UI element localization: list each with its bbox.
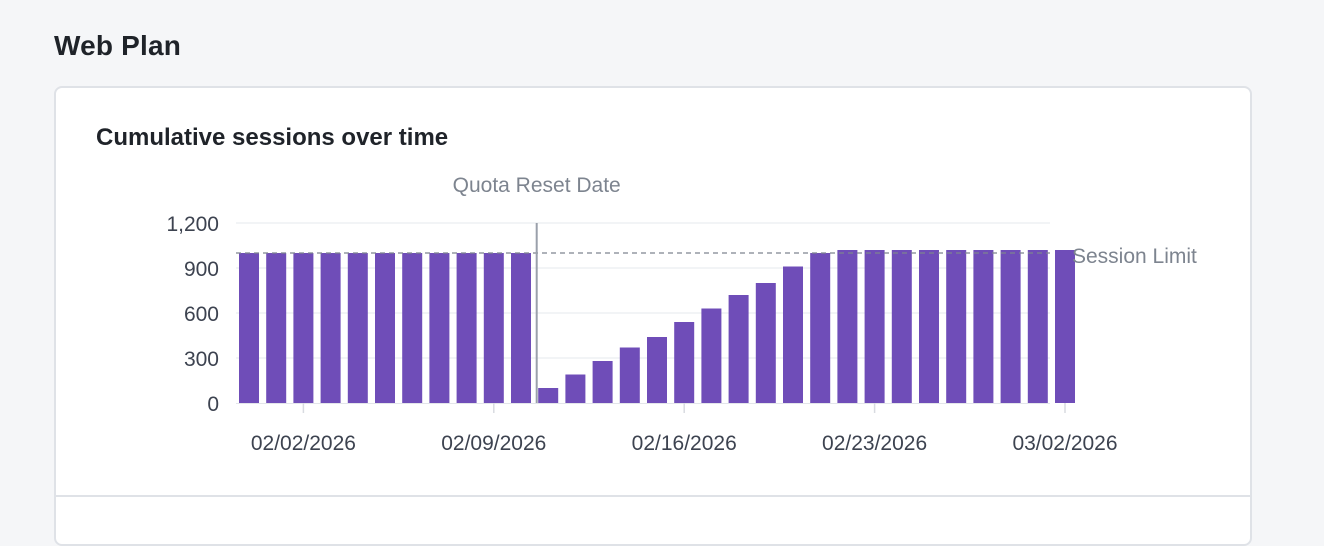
bar	[592, 361, 613, 403]
bar	[701, 308, 722, 403]
y-tick-label: 900	[184, 258, 219, 281]
y-tick-label: 300	[184, 348, 219, 371]
axes: 0 300 600 900 1,200 02/02/2026 02/09/2026 02/16…	[166, 213, 1117, 455]
bar	[347, 253, 368, 403]
x-tick-label: 02/02/2026	[251, 432, 356, 455]
bar	[619, 347, 640, 403]
bar	[946, 250, 967, 403]
bar	[239, 253, 259, 403]
bar	[266, 253, 287, 403]
grid-lines	[236, 222, 1050, 359]
bar	[810, 253, 831, 403]
bar	[864, 250, 885, 403]
bar	[320, 253, 341, 403]
bar	[1055, 250, 1075, 403]
bar	[429, 253, 450, 403]
bar	[293, 253, 314, 403]
bar	[565, 374, 586, 403]
x-tick-label: 03/02/2026	[1012, 432, 1117, 455]
bar	[1027, 250, 1048, 403]
chart-title: Cumulative sessions over time	[96, 124, 449, 151]
bar	[511, 253, 531, 403]
bar	[891, 250, 912, 403]
bar	[538, 388, 559, 403]
y-tick-label: 1,200	[166, 213, 219, 236]
bars	[239, 250, 1075, 403]
page-title: Web Plan	[54, 30, 182, 61]
bar	[375, 253, 395, 403]
bar	[919, 250, 939, 403]
bar	[755, 283, 776, 403]
y-tick-label: 600	[184, 303, 219, 326]
card-divider	[56, 495, 1250, 497]
bar	[783, 266, 803, 403]
bar	[837, 250, 858, 403]
bar	[456, 253, 477, 403]
bar	[674, 322, 695, 403]
quota-reset-label: Quota Reset Date	[453, 174, 621, 197]
reference-lines: Session Limit Quota Reset Date	[236, 174, 1197, 403]
bar	[728, 295, 749, 403]
sessions-bar-chart: 0 300 600 900 1,200 02/02/2026 02/09/2026 02/16…	[166, 174, 1197, 455]
x-tick-label: 02/09/2026	[441, 432, 546, 455]
bar	[647, 337, 667, 403]
session-limit-label: Session Limit	[1072, 245, 1197, 268]
bar	[483, 253, 504, 403]
y-tick-label: 0	[207, 393, 219, 416]
x-tick-label: 02/16/2026	[632, 432, 737, 455]
bar	[1000, 250, 1021, 403]
x-tick-label: 02/23/2026	[822, 432, 927, 455]
bar	[973, 250, 994, 403]
bar	[402, 253, 423, 403]
